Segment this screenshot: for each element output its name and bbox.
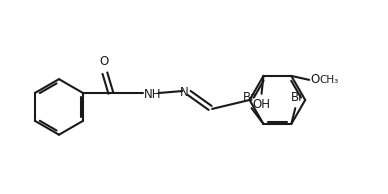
Text: Br: Br — [243, 91, 256, 104]
Text: O: O — [99, 55, 109, 68]
Text: OH: OH — [253, 98, 270, 111]
Text: NH: NH — [144, 87, 161, 100]
Text: CH₃: CH₃ — [319, 75, 338, 85]
Text: Br: Br — [291, 91, 304, 104]
Text: N: N — [180, 86, 189, 99]
Text: O: O — [310, 73, 319, 86]
